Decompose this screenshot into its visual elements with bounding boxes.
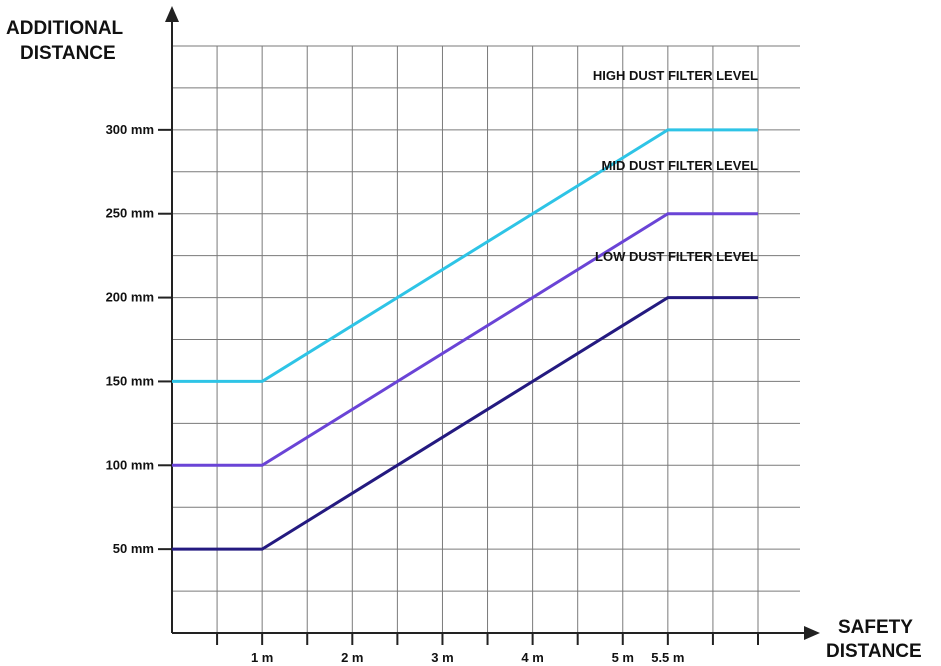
y-tick-label: 300 mm: [106, 122, 154, 137]
x-axis-arrow: [804, 626, 820, 640]
axes: [165, 6, 820, 640]
y-axis-arrow: [165, 6, 179, 22]
series-label-low: LOW DUST FILTER LEVEL: [595, 249, 758, 264]
y-tick-label: 150 mm: [106, 373, 154, 388]
series-line-high: [172, 128, 758, 383]
series-line-mid: [172, 212, 758, 467]
x-axis-title-line-1: SAFETY: [838, 617, 913, 638]
series-label-high: HIGH DUST FILTER LEVEL: [593, 68, 758, 83]
y-tick-label: 100 mm: [106, 457, 154, 472]
series-line-low: [172, 296, 758, 551]
y-tick-label: 50 mm: [113, 541, 154, 556]
x-tick-label: 2 m: [341, 650, 363, 665]
x-tick-label: 3 m: [431, 650, 453, 665]
series-label-mid: MID DUST FILTER LEVEL: [602, 158, 759, 173]
x-tick-label: 4 m: [521, 650, 543, 665]
y-tick-label: 250 mm: [106, 206, 154, 221]
y-axis-title-line-1: ADDITIONAL: [6, 18, 124, 39]
y-tick-label: 200 mm: [106, 290, 154, 305]
x-tick-label: 1 m: [251, 650, 273, 665]
ticks: 50 mm 100 mm 150 mm 200 mm 250 mm 300 mm 1 m 2 …: [106, 122, 759, 665]
x-tick-label: 5.5 m: [651, 650, 684, 665]
x-tick-label: 5 m: [612, 650, 634, 665]
y-axis-title-line-2: DISTANCE: [20, 43, 116, 64]
x-axis-title-line-2: DISTANCE: [826, 641, 922, 662]
series-group: [172, 128, 758, 551]
